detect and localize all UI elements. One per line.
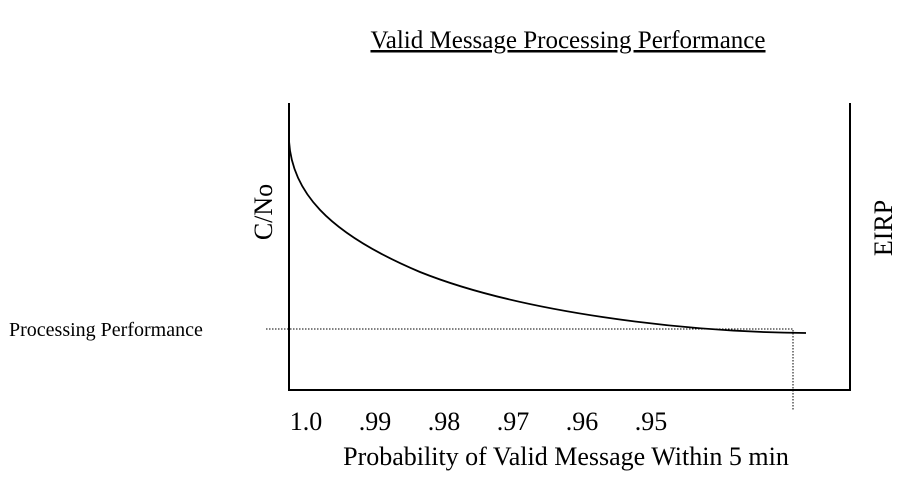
annotation: Processing Performance (9, 319, 203, 341)
x-tick-label: .95 (635, 407, 668, 436)
dotted-guide (266, 328, 794, 410)
x-tick-label: .98 (428, 407, 461, 436)
x-tick-label: .97 (497, 407, 530, 436)
right-axis-label: EIRP (869, 200, 898, 256)
left-axis-label: C/No (249, 184, 278, 240)
x-tick-label: .96 (566, 407, 599, 436)
curve (288, 140, 807, 334)
x-tick-label: 1.0 (290, 407, 323, 436)
title: Valid Message Processing Performance (370, 27, 765, 54)
x-tick-labels: 1.0 .99 .98 .97 .96 .95 (290, 407, 668, 436)
x-axis-label: Probability of Valid Message Within 5 mi… (343, 442, 789, 471)
axes (288, 103, 851, 391)
x-tick-label: .99 (359, 407, 392, 436)
